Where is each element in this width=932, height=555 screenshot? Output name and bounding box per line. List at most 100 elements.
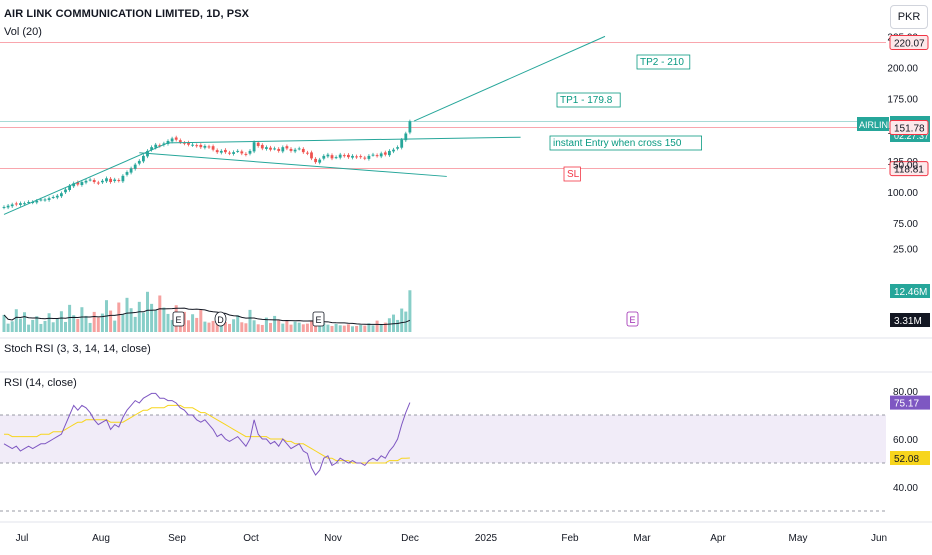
candle[interactable]	[281, 147, 285, 152]
candle[interactable]	[51, 196, 55, 198]
volume-bar[interactable]	[92, 311, 96, 332]
volume-bar[interactable]	[133, 316, 137, 332]
candle[interactable]	[117, 180, 121, 182]
entry-annotation[interactable]	[549, 135, 703, 151]
candle[interactable]	[158, 145, 162, 147]
candle[interactable]	[363, 157, 367, 159]
candle[interactable]	[326, 154, 330, 157]
volume-bar[interactable]	[35, 316, 39, 332]
volume-bar[interactable]	[51, 322, 55, 332]
volume-bar[interactable]	[310, 321, 313, 332]
volume-bar[interactable]	[346, 324, 350, 332]
volume-bar[interactable]	[326, 324, 330, 332]
volume-bar[interactable]	[342, 325, 346, 332]
candle[interactable]	[297, 148, 301, 150]
candle[interactable]	[191, 144, 194, 146]
volume-bar[interactable]	[400, 308, 404, 332]
volume-bar[interactable]	[383, 322, 387, 332]
candle[interactable]	[367, 155, 371, 159]
candle[interactable]	[178, 140, 182, 143]
volume-bar[interactable]	[195, 317, 199, 332]
candle[interactable]	[400, 139, 404, 148]
volume-bar[interactable]	[281, 323, 285, 332]
volume-bar[interactable]	[170, 319, 174, 332]
candle[interactable]	[355, 156, 358, 158]
sl-annotation[interactable]	[563, 166, 581, 182]
candle[interactable]	[60, 193, 63, 197]
volume-bar[interactable]	[18, 318, 22, 332]
volume-bar[interactable]	[264, 317, 268, 332]
volume-bar[interactable]	[293, 321, 297, 332]
volume-bar[interactable]	[109, 310, 113, 332]
volume-bar[interactable]	[43, 320, 47, 332]
volume-bar[interactable]	[305, 323, 309, 332]
candle[interactable]	[19, 203, 22, 205]
volume-bar[interactable]	[228, 323, 231, 332]
volume-bar[interactable]	[297, 322, 301, 332]
candle[interactable]	[224, 149, 227, 153]
candle[interactable]	[318, 159, 322, 163]
volume-bar[interactable]	[289, 324, 293, 332]
candle[interactable]	[113, 179, 117, 182]
volume-bar[interactable]	[244, 323, 248, 332]
volume-bar[interactable]	[88, 322, 92, 332]
volume-bar[interactable]	[125, 297, 129, 332]
rsi-line[interactable]	[3, 392, 411, 476]
candle[interactable]	[35, 200, 39, 203]
volume-bar[interactable]	[223, 321, 227, 332]
volume-bar[interactable]	[191, 314, 195, 332]
volume-bar[interactable]	[371, 325, 375, 332]
volume-bar[interactable]	[314, 325, 318, 332]
volume-bar[interactable]	[84, 315, 88, 332]
volume-bar[interactable]	[367, 323, 371, 332]
candle[interactable]	[248, 150, 252, 154]
candle[interactable]	[133, 164, 137, 169]
volume-bar[interactable]	[199, 309, 203, 332]
candle[interactable]	[322, 155, 326, 159]
candle[interactable]	[96, 182, 100, 184]
candle[interactable]	[396, 147, 399, 149]
volume-bar[interactable]	[129, 308, 133, 332]
volume-bar[interactable]	[10, 321, 14, 332]
candle[interactable]	[273, 148, 276, 150]
currency-button[interactable]: PKR	[890, 5, 928, 29]
candle[interactable]	[240, 151, 244, 154]
volume-bar[interactable]	[248, 309, 252, 332]
rsi-indicator-label[interactable]: RSI (14, close)	[4, 377, 77, 389]
volume-bar[interactable]	[215, 323, 219, 332]
rsi-ma-line[interactable]	[4, 404, 410, 464]
volume-bar[interactable]	[236, 315, 240, 332]
volume-bar[interactable]	[334, 323, 338, 332]
candle[interactable]	[334, 157, 338, 159]
candle[interactable]	[137, 160, 141, 164]
candle[interactable]	[76, 182, 80, 185]
channel-upper-trendline[interactable]	[167, 136, 521, 144]
candle[interactable]	[23, 203, 26, 205]
candle[interactable]	[101, 180, 104, 183]
volume-bar[interactable]	[379, 323, 383, 332]
volume-indicator-label[interactable]: Vol (20)	[4, 26, 42, 38]
candle[interactable]	[232, 152, 235, 154]
channel-lower-trendline[interactable]	[139, 152, 447, 177]
volume-bar[interactable]	[375, 320, 379, 332]
volume-bar[interactable]	[55, 318, 59, 332]
candle[interactable]	[31, 201, 35, 203]
volume-bar[interactable]	[72, 315, 76, 332]
target-ray-line[interactable]	[413, 35, 606, 122]
volume-bar[interactable]	[269, 322, 272, 332]
candle[interactable]	[92, 180, 96, 183]
volume-bar[interactable]	[146, 291, 149, 332]
volume-bar[interactable]	[260, 324, 264, 332]
candle[interactable]	[383, 152, 387, 155]
volume-bar[interactable]	[80, 307, 84, 332]
candle[interactable]	[207, 146, 211, 148]
volume-bar[interactable]	[27, 324, 31, 332]
candle[interactable]	[14, 203, 18, 205]
candle[interactable]	[351, 155, 354, 158]
candle[interactable]	[80, 182, 84, 186]
candle[interactable]	[84, 180, 88, 183]
candle[interactable]	[285, 146, 289, 149]
candle[interactable]	[289, 148, 293, 151]
candle[interactable]	[109, 178, 112, 183]
candle[interactable]	[125, 172, 129, 175]
